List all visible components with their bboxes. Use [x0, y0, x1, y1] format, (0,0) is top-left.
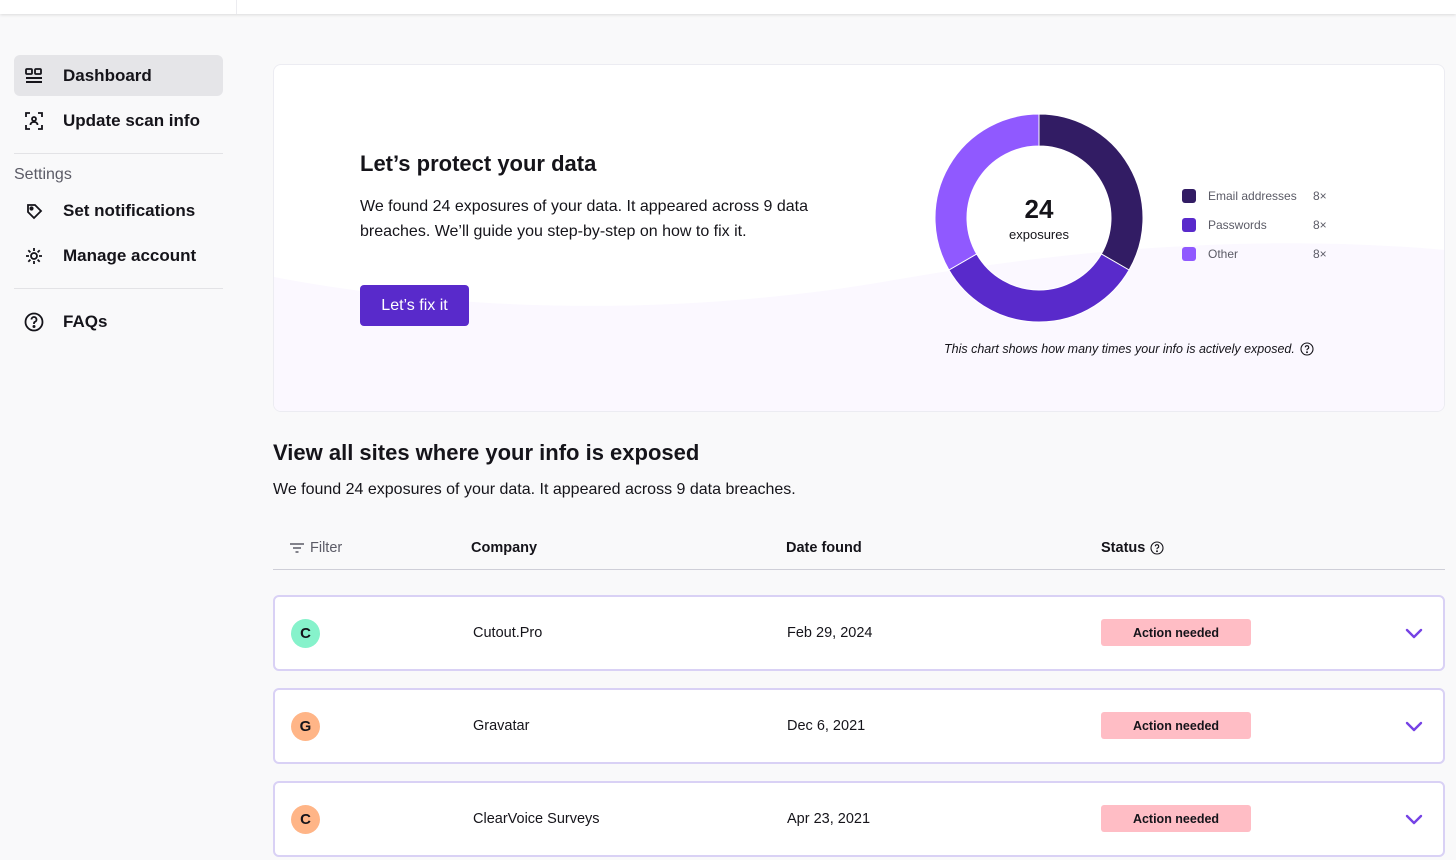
date-found: Apr 23, 2021: [787, 811, 871, 827]
question-icon: [24, 312, 44, 332]
sidebar-item-label: FAQs: [63, 311, 108, 331]
legend-count: 8×: [1313, 188, 1327, 203]
legend-count: 8×: [1313, 217, 1327, 232]
company-name: Gravatar: [473, 718, 530, 734]
notification-icon: [24, 201, 44, 221]
status-badge: Action needed: [1101, 712, 1251, 739]
donut-total: 24: [1024, 193, 1054, 224]
legend-swatch: [1182, 217, 1196, 232]
donut-center: 24 exposures: [934, 113, 1144, 323]
legend-count: 8×: [1313, 246, 1327, 261]
chart-note: This chart shows how many times your inf…: [944, 342, 1314, 356]
column-header-company: Company: [471, 540, 538, 556]
dashboard-icon: [24, 66, 44, 86]
chart-note-text: This chart shows how many times your inf…: [944, 342, 1295, 356]
help-icon[interactable]: [1300, 342, 1314, 356]
column-header-date: Date found: [786, 540, 862, 556]
company-avatar: C: [291, 619, 320, 648]
company-name: ClearVoice Surveys: [473, 811, 600, 827]
table-row[interactable]: G Gravatar Dec 6, 2021 Action needed: [273, 688, 1445, 764]
legend-label: Other: [1208, 246, 1239, 261]
date-found: Feb 29, 2024: [787, 625, 873, 641]
legend-item: Other 8×: [1182, 239, 1342, 268]
gear-icon: [24, 246, 44, 266]
status-badge: Action needed: [1101, 619, 1251, 646]
lets-fix-it-button[interactable]: Let’s fix it: [360, 285, 469, 326]
scan-icon: [24, 111, 44, 131]
legend-label: Passwords: [1208, 217, 1267, 232]
donut-total-label: exposures: [1009, 226, 1069, 242]
chevron-down-icon[interactable]: [1403, 622, 1425, 644]
top-bar: [0, 0, 1456, 14]
sidebar-item-label: Manage account: [63, 245, 197, 265]
top-bar-divider: [236, 0, 237, 14]
company-avatar: G: [291, 712, 320, 741]
chevron-down-icon[interactable]: [1403, 808, 1425, 830]
legend-swatch: [1182, 188, 1196, 203]
sidebar-item-faqs[interactable]: FAQs: [14, 301, 223, 342]
status-badge: Action needed: [1101, 805, 1251, 832]
table-row[interactable]: C Cutout.Pro Feb 29, 2024 Action needed: [273, 595, 1445, 671]
chart-legend: Email addresses 8× Passwords 8× Other 8×: [1182, 181, 1342, 268]
help-icon[interactable]: [1150, 541, 1164, 555]
date-found: Dec 6, 2021: [787, 718, 866, 734]
hero-description: We found 24 exposures of your data. It a…: [360, 198, 808, 240]
sidebar-item-manage-account[interactable]: Manage account: [14, 235, 223, 276]
sidebar-item-label: Update scan info: [63, 110, 200, 130]
table-row[interactable]: C ClearVoice Surveys Apr 23, 2021 Action…: [273, 781, 1445, 857]
sidebar-divider: [14, 288, 223, 289]
sidebar-item-dashboard[interactable]: Dashboard: [14, 55, 223, 96]
filter-button[interactable]: Filter: [289, 540, 342, 556]
hero-title: Let’s protect your data: [360, 151, 597, 176]
table-header: Filter Company Date found Status: [273, 528, 1445, 570]
company-avatar: C: [291, 805, 320, 834]
exposure-donut-chart: [934, 113, 1144, 323]
column-header-status-label: Status: [1101, 540, 1146, 556]
sidebar-item-update-scan-info[interactable]: Update scan info: [14, 100, 223, 141]
sidebar-section-title: Settings: [14, 166, 72, 183]
legend-swatch: [1182, 246, 1196, 261]
filter-label: Filter: [310, 540, 343, 556]
donut-slice-other: [934, 113, 1040, 271]
sidebar-item-label: Set notifications: [63, 200, 196, 220]
hero-background-wave: [274, 243, 1444, 411]
sidebar: Dashboard Update scan info Settings Set …: [14, 55, 223, 346]
chevron-down-icon[interactable]: [1403, 715, 1425, 737]
sidebar-divider: [14, 153, 223, 154]
hero-card: Let’s protect your data We found 24 expo…: [273, 64, 1445, 412]
legend-item: Passwords 8×: [1182, 210, 1342, 239]
legend-label: Email addresses: [1208, 188, 1297, 203]
company-name: Cutout.Pro: [473, 625, 543, 641]
section-description: We found 24 exposures of your data. It a…: [273, 481, 796, 498]
section-title: View all sites where your info is expose…: [273, 440, 700, 465]
legend-item: Email addresses 8×: [1182, 181, 1342, 210]
sidebar-item-label: Dashboard: [63, 65, 152, 85]
sidebar-item-set-notifications[interactable]: Set notifications: [14, 190, 223, 231]
filter-icon: [289, 541, 305, 555]
column-header-status: Status: [1101, 540, 1164, 556]
